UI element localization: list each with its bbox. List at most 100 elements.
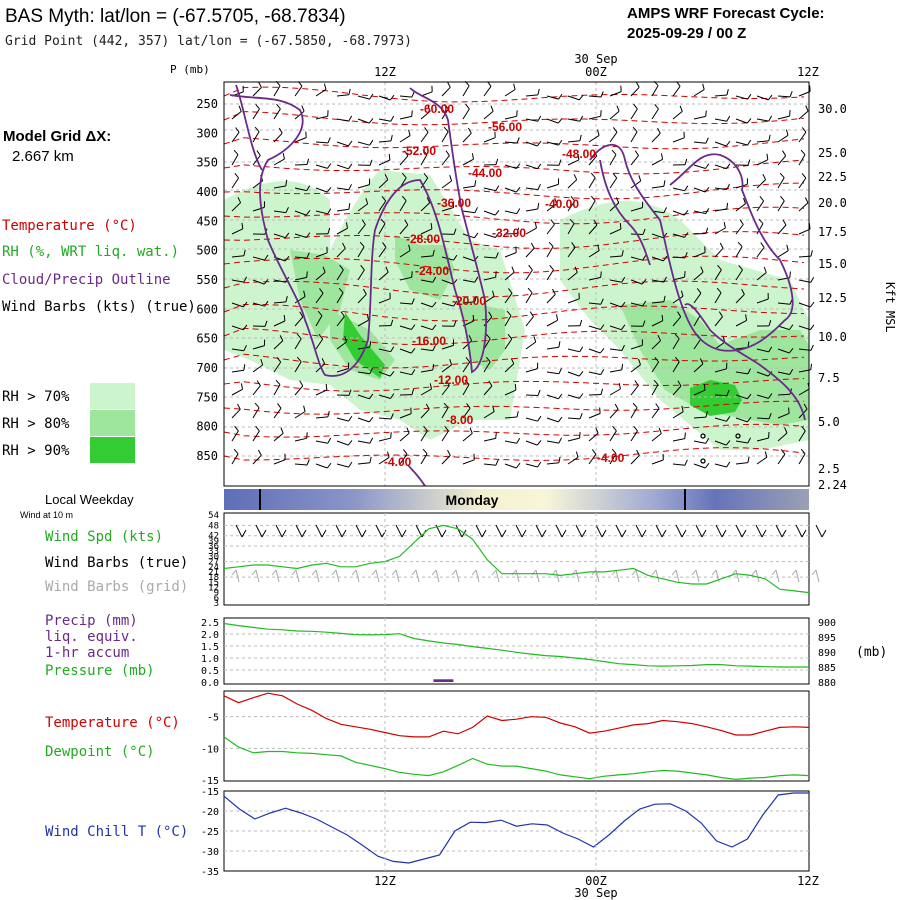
wind-barb-feather xyxy=(260,359,264,366)
wind-barb xyxy=(777,95,791,98)
wind-barb-feather xyxy=(516,411,519,418)
wind-barb xyxy=(441,385,450,396)
temperature-contour xyxy=(223,378,805,392)
true-barb xyxy=(395,524,403,538)
wind-barb xyxy=(441,131,449,143)
wind-barb xyxy=(441,344,454,350)
wind-barb xyxy=(252,206,265,212)
wind-barb-feather xyxy=(306,185,311,191)
wind-barb xyxy=(420,279,433,283)
wind-barb xyxy=(231,453,239,465)
model-grid-label: Model Grid ΔX: xyxy=(3,128,111,145)
wind-barb xyxy=(798,453,806,465)
true-barb xyxy=(275,524,283,538)
wind-barb xyxy=(504,89,516,97)
wind-barb-feather xyxy=(612,425,617,432)
wind-barb-feather xyxy=(556,314,559,321)
grid-barb xyxy=(555,569,560,583)
wind-barb xyxy=(315,463,328,469)
wind-barb xyxy=(546,346,559,350)
wind-barb xyxy=(798,110,809,120)
wind-barb-feather xyxy=(700,266,704,273)
wind-barb-feather xyxy=(516,227,520,234)
wind-barb xyxy=(672,137,685,143)
temperature-contour xyxy=(223,423,805,438)
wind-barb-feather xyxy=(537,183,541,190)
wind-barb xyxy=(609,228,622,235)
wind-barb-feather xyxy=(663,207,667,214)
wind-barb xyxy=(462,158,474,166)
wind-barb xyxy=(609,177,618,189)
pressure-axis-title: P (mb) xyxy=(170,63,210,76)
true-barb xyxy=(235,524,243,538)
pressure-right-tick: 885 xyxy=(818,663,836,674)
wind-barb xyxy=(714,164,727,170)
wind-barb-feather xyxy=(327,410,330,418)
height-tick: 2.5 xyxy=(818,462,840,476)
wind-barb-feather xyxy=(348,203,351,210)
wind-barb xyxy=(504,164,517,169)
wind-barb xyxy=(567,437,580,442)
wind-barb-feather xyxy=(745,314,748,321)
true-barb xyxy=(495,524,503,538)
wind-barb-feather xyxy=(234,172,239,179)
wind-barb-feather xyxy=(432,364,435,371)
wind-barb-feather xyxy=(705,208,710,214)
wind-barb xyxy=(357,184,370,189)
true-barb xyxy=(775,524,783,538)
pressure-tick: 650 xyxy=(196,332,218,346)
wind-barb-feather xyxy=(726,416,731,422)
wind-barb-feather xyxy=(368,416,374,423)
wind-barb-feather xyxy=(280,427,284,434)
wind-barb xyxy=(546,118,559,124)
wind-barb-feather xyxy=(747,159,751,166)
wind-barb-feather xyxy=(804,197,809,204)
wind-barb xyxy=(609,131,618,143)
precip-tick: 0.0 xyxy=(201,678,219,689)
wind-barb xyxy=(378,247,387,258)
wind-barb-feather xyxy=(326,462,332,469)
station-title: BAS Myth: lat/lon = (-67.5705, -68.7834) xyxy=(5,6,346,27)
wind-speed-tick: 12 xyxy=(208,583,219,593)
wind-barb-feather xyxy=(390,413,394,420)
wind-barb xyxy=(525,417,538,422)
wind-barb-feather xyxy=(317,310,323,316)
wind-barb xyxy=(693,252,706,258)
precip-bars xyxy=(433,679,454,682)
precip-bar xyxy=(433,679,454,682)
wind-barb-feather xyxy=(747,368,752,375)
height-tick: 17.5 xyxy=(818,225,847,239)
wind-barb-feather xyxy=(620,301,626,308)
wind-barb xyxy=(252,302,265,307)
wind-barb-feather xyxy=(427,105,431,112)
wind-barb xyxy=(714,118,727,122)
wind-barb-feather xyxy=(579,393,584,399)
wind-barb-feather xyxy=(406,427,410,434)
legend-wind-spd: Wind Spd (kts) xyxy=(45,529,163,545)
wind-barb-feather xyxy=(296,333,302,340)
wind-barb-feather xyxy=(779,172,785,179)
legend-rh: RH (%, WRT liq. wat.) xyxy=(2,244,179,260)
wind-barb xyxy=(609,110,620,120)
wind-barb-feather xyxy=(282,153,285,160)
wind-barb xyxy=(609,154,617,166)
wind-barb xyxy=(672,361,680,373)
wind-barb-feather xyxy=(515,462,521,469)
true-barb-feather xyxy=(561,529,567,538)
wind-barb-feather xyxy=(810,250,813,257)
wind-barb-feather xyxy=(492,405,495,412)
wind-barb-feather xyxy=(303,405,306,412)
contour-label: -24.00 xyxy=(415,264,449,278)
wind-barb-feather xyxy=(425,403,430,410)
wind-barb xyxy=(231,255,244,258)
wind-barb xyxy=(798,177,807,189)
true-barb-feather xyxy=(501,529,507,538)
wind-barb-feather xyxy=(382,242,387,248)
grid-barb xyxy=(375,569,380,583)
wind-barb xyxy=(420,348,433,352)
wind-barb-feather xyxy=(726,89,729,96)
wind-barb-feather xyxy=(632,126,638,133)
wind-barb xyxy=(714,368,727,373)
wind-barb-feather xyxy=(369,437,374,444)
